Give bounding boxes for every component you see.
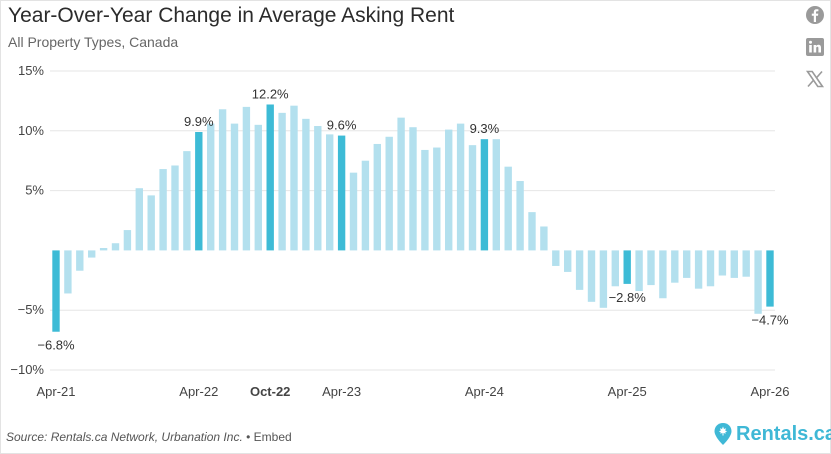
bar[interactable] (766, 250, 774, 307)
bar[interactable] (540, 226, 548, 251)
bar[interactable] (492, 139, 500, 251)
bar[interactable] (64, 250, 72, 294)
bar[interactable] (599, 250, 608, 308)
bar[interactable] (409, 127, 417, 251)
bar[interactable] (575, 250, 584, 290)
x-axis: Apr-21 Apr-22 Oct-22 Apr-23 Apr-24 Apr-25 Apr-… (36, 384, 789, 399)
source-text: Source: Rentals.ca Network, Urbanation I… (6, 430, 243, 444)
bar[interactable] (754, 250, 762, 314)
bar[interactable] (302, 118, 310, 251)
x-tick-label: Apr-24 (465, 384, 504, 399)
y-tick-label: 15% (18, 63, 44, 78)
bar[interactable] (742, 250, 750, 277)
bar[interactable] (278, 112, 286, 251)
bar[interactable] (52, 250, 60, 332)
y-tick-label: −5% (18, 302, 45, 317)
bar[interactable] (433, 147, 441, 251)
data-label: −6.8% (37, 338, 75, 353)
bar[interactable] (468, 145, 477, 251)
data-label: −4.7% (751, 313, 789, 328)
bar[interactable] (123, 230, 132, 251)
bar[interactable] (373, 143, 381, 251)
bar[interactable] (266, 104, 274, 251)
bar[interactable] (730, 250, 738, 278)
y-tick-label: 10% (18, 123, 44, 138)
x-tick-label: Oct-22 (250, 384, 290, 399)
y-tick-label: 5% (25, 183, 44, 198)
x-tick-label: Apr-23 (322, 384, 361, 399)
bar[interactable] (385, 136, 393, 251)
bar[interactable] (694, 250, 703, 289)
bar[interactable] (611, 250, 619, 287)
bar[interactable] (635, 250, 643, 292)
brand-name: Rentals.ca (736, 422, 831, 445)
bars (52, 104, 774, 332)
bar[interactable] (361, 160, 370, 251)
bar[interactable] (718, 250, 727, 276)
chart-subtitle: All Property Types, Canada (8, 34, 179, 50)
bar[interactable] (504, 166, 512, 251)
data-label: 9.9% (184, 114, 214, 129)
bar[interactable] (76, 250, 84, 271)
x-tick-label: Apr-26 (750, 384, 789, 399)
source-note: Source: Rentals.ca Network, Urbanation I… (6, 430, 292, 444)
bar[interactable] (218, 109, 227, 251)
bar[interactable] (647, 250, 655, 286)
bar[interactable] (207, 123, 215, 251)
bar[interactable] (326, 134, 334, 251)
bar[interactable] (183, 151, 191, 251)
bar[interactable] (421, 149, 429, 251)
y-tick-label: −10% (10, 362, 44, 377)
data-label: 9.3% (470, 121, 500, 136)
bar[interactable] (254, 124, 262, 251)
bar[interactable] (397, 117, 405, 251)
data-labels: −6.8% 9.9% 12.2% 9.6% 9.3% −2.8% −4.7% (37, 86, 789, 352)
bar[interactable] (445, 129, 453, 251)
bar[interactable] (242, 106, 251, 251)
bar[interactable] (706, 250, 715, 287)
chart-title: Year-Over-Year Change in Average Asking … (8, 4, 455, 27)
bar[interactable] (171, 165, 179, 251)
bar[interactable] (111, 243, 120, 251)
bar[interactable] (314, 126, 322, 251)
bar[interactable] (99, 248, 108, 251)
embed-link[interactable]: Embed (253, 430, 292, 444)
bar[interactable] (147, 195, 155, 251)
bar[interactable] (587, 250, 596, 302)
bar[interactable] (230, 123, 239, 251)
bar[interactable] (88, 250, 96, 258)
bar[interactable] (528, 212, 536, 251)
bar[interactable] (623, 250, 631, 284)
data-label: 9.6% (327, 118, 357, 133)
y-axis: −10% −5% 5% 10% 15% (10, 63, 44, 377)
bar[interactable] (349, 172, 358, 251)
linkedin-icon[interactable] (805, 37, 825, 57)
facebook-icon[interactable] (805, 5, 825, 25)
x-icon[interactable] (805, 69, 825, 89)
brand-logo[interactable]: Rentals.ca (713, 422, 831, 446)
x-tick-label: Apr-21 (36, 384, 75, 399)
bar[interactable] (552, 250, 560, 266)
bar[interactable] (290, 105, 298, 251)
bar[interactable] (564, 250, 572, 272)
data-label: −2.8% (609, 290, 647, 305)
separator: • (246, 430, 251, 444)
bar[interactable] (480, 139, 489, 251)
map-pin-icon (714, 423, 732, 445)
x-tick-label: Apr-22 (179, 384, 218, 399)
x-tick-label: Apr-25 (608, 384, 647, 399)
bar[interactable] (671, 250, 679, 283)
data-label: 12.2% (252, 86, 289, 101)
bar[interactable] (659, 250, 667, 299)
bar[interactable] (195, 132, 203, 251)
bar[interactable] (516, 181, 524, 251)
bar[interactable] (159, 169, 167, 251)
bar[interactable] (456, 123, 465, 251)
bar[interactable] (337, 135, 346, 251)
bar[interactable] (683, 250, 691, 278)
bar[interactable] (135, 188, 143, 251)
